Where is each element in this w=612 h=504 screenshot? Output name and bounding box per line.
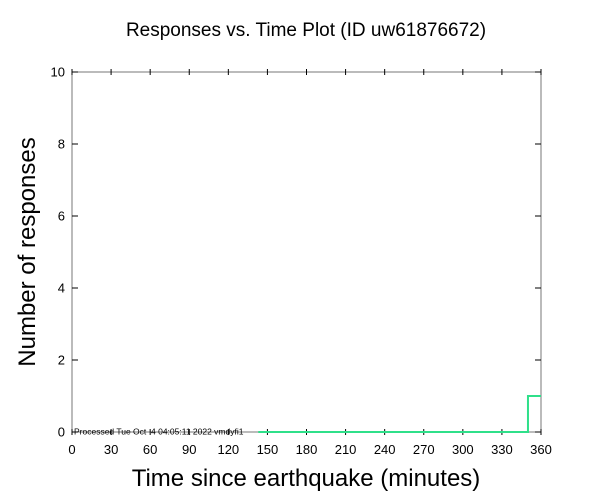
x-tick-label: 360 xyxy=(530,442,552,457)
plot-area xyxy=(71,71,542,433)
y-tick-label: 0 xyxy=(58,425,65,440)
plot-frame xyxy=(71,71,542,433)
x-tick-label: 30 xyxy=(104,442,118,457)
y-tick-label: 2 xyxy=(58,353,65,368)
x-tick-label: 90 xyxy=(182,442,196,457)
y-tick-label: 8 xyxy=(58,137,65,152)
series-group xyxy=(258,395,541,433)
x-tick-label: 60 xyxy=(143,442,157,457)
processed-note: Processed Tue Oct 4 04:05:11 2022 vmdyfi… xyxy=(74,427,244,437)
x-tick-label: 0 xyxy=(68,442,75,457)
x-tick-label: 330 xyxy=(491,442,513,457)
x-tick-label: 240 xyxy=(374,442,396,457)
y-tick-label: 6 xyxy=(58,209,65,224)
series-line-0 xyxy=(258,395,541,433)
y-axis: 0 2 4 6 8 10 xyxy=(51,65,541,440)
x-tick-label: 270 xyxy=(413,442,435,457)
y-tick-label: 4 xyxy=(58,281,65,296)
x-tick-label: 150 xyxy=(257,442,279,457)
y-tick-label: 10 xyxy=(51,65,65,80)
x-axis-label: Time since earthquake (minutes) xyxy=(132,465,481,492)
x-tick-label: 300 xyxy=(452,442,474,457)
x-tick-label: 180 xyxy=(296,442,318,457)
y-axis-label: Number of responses xyxy=(14,137,41,366)
x-tick-label: 120 xyxy=(217,442,239,457)
chart-title: Responses vs. Time Plot (ID uw61876672) xyxy=(126,20,486,41)
x-axis: 0 30 60 90 120 150 180 210 240 270 300 330 360 xyxy=(68,69,552,457)
x-tick-label: 210 xyxy=(335,442,357,457)
